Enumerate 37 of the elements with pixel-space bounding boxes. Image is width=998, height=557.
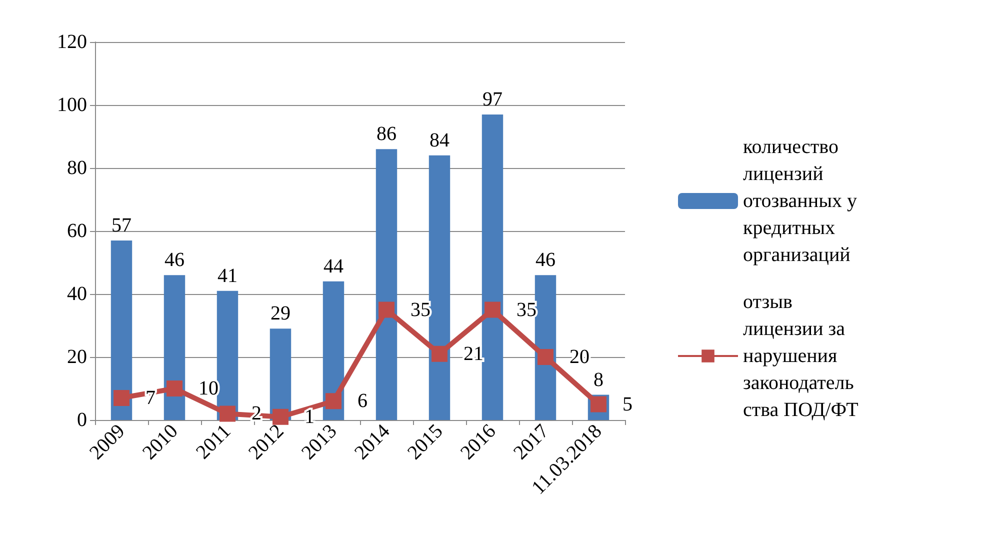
data-label: 84 <box>430 129 450 152</box>
point <box>272 408 288 425</box>
legend-label: количество лицензий отозванных у кредитных организаций <box>743 136 862 266</box>
point <box>326 393 342 410</box>
data-label: 29 <box>270 302 290 325</box>
data-label: 8 <box>594 368 604 391</box>
y-tick-label: 120 <box>57 31 87 53</box>
data-label: 46 <box>164 249 184 272</box>
bar <box>482 114 504 420</box>
data-label: 1 <box>304 406 314 428</box>
data-label: 97 <box>482 88 502 110</box>
point <box>220 406 236 422</box>
point <box>484 302 500 318</box>
bar <box>110 240 132 420</box>
y-tick-label: 80 <box>67 157 87 179</box>
data-label: 46 <box>536 249 556 272</box>
y-tick-label: 20 <box>67 346 87 368</box>
point <box>114 390 130 406</box>
point <box>166 380 182 396</box>
bar <box>376 149 398 420</box>
y-tick-label: 60 <box>67 220 87 242</box>
data-label: 5 <box>622 393 632 416</box>
point <box>378 302 394 318</box>
point <box>538 349 554 365</box>
data-label: 86 <box>376 123 396 146</box>
legend-label: отзыв лицензии за нарушения законодательства ПОД/ФТ <box>743 291 858 421</box>
data-label: 6 <box>358 390 368 412</box>
point <box>432 346 448 362</box>
data-label: 41 <box>218 264 238 287</box>
y-tick-label: 40 <box>67 283 87 305</box>
bar <box>428 155 450 420</box>
data-label: 44 <box>324 255 344 278</box>
y-tick-label: 100 <box>57 94 87 116</box>
data-label: 20 <box>570 346 590 368</box>
data-label: 2 <box>252 402 262 425</box>
data-label: 57 <box>112 214 132 236</box>
y-tick-label: 0 <box>77 409 87 431</box>
